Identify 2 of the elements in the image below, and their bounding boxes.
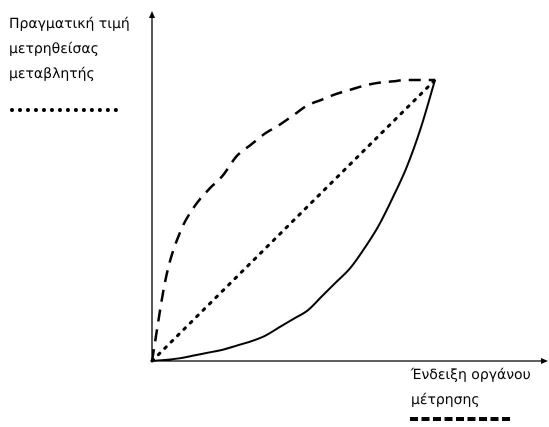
y-axis-title: Πραγματική τιμή μετρηθείσας μεταβλητής <box>9 15 131 84</box>
x-axis-title: Ένδειξη οργάνου μέτρησης <box>411 366 532 410</box>
